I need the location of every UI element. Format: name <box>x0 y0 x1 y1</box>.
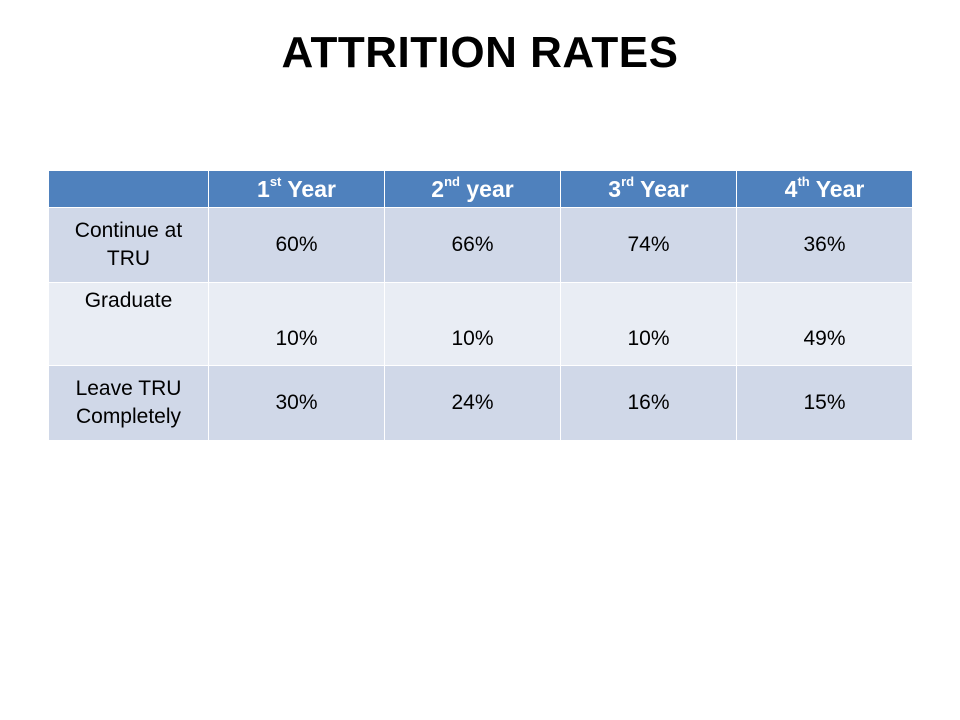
column-header-label: Year <box>281 175 336 202</box>
column-header-label: Year <box>809 175 865 202</box>
row-label-line: Completely <box>75 405 182 428</box>
table-cell: 10% <box>560 282 737 366</box>
table-cell: 24% <box>384 365 561 441</box>
row-label-line: Graduate <box>84 289 173 312</box>
column-header-label: Year <box>634 175 689 202</box>
row-label: Leave TRU Completely <box>48 365 209 441</box>
table-cell: 10% <box>208 282 385 366</box>
header-row: 1st Year 2nd year 3rd Year 4th Year <box>48 170 913 208</box>
row-label: Graduate <box>48 282 209 366</box>
table-cell: 15% <box>736 365 913 441</box>
table-cell: 10% <box>384 282 561 366</box>
column-header-year-4: 4th Year <box>736 170 913 208</box>
column-header-number: 1 <box>257 175 270 202</box>
table-cell: 74% <box>560 207 737 283</box>
attrition-table: 1st Year 2nd year 3rd Year 4th Year Cont… <box>48 170 913 441</box>
ordinal-suffix: nd <box>444 173 460 189</box>
column-header-year-3: 3rd Year <box>560 170 737 208</box>
table-cell: 30% <box>208 365 385 441</box>
table-row-leave: Leave TRU Completely 30% 24% 16% 15% <box>48 365 913 441</box>
table-cell: 36% <box>736 207 913 283</box>
ordinal-suffix: th <box>797 173 810 189</box>
table-cell: 60% <box>208 207 385 283</box>
table-cell: 16% <box>560 365 737 441</box>
column-header-number: 3 <box>608 175 622 202</box>
row-label-line: TRU <box>106 247 151 270</box>
table-row-continue: Continue at TRU 60% 66% 74% 36% <box>48 207 913 283</box>
corner-cell <box>48 170 209 208</box>
ordinal-suffix: st <box>269 173 282 189</box>
row-label-line: Continue at <box>74 219 183 242</box>
table-cell: 49% <box>736 282 913 366</box>
column-header-number: 4 <box>784 175 798 202</box>
slide-title: ATTRITION RATES <box>281 28 679 77</box>
column-header-number: 2 <box>431 175 445 202</box>
column-header-label: year <box>459 175 514 202</box>
row-label-line: Leave TRU <box>75 377 182 400</box>
column-header-year-1: 1st Year <box>208 170 385 208</box>
column-header-year-2: 2nd year <box>384 170 561 208</box>
row-label: Continue at TRU <box>48 207 209 283</box>
table-cell: 66% <box>384 207 561 283</box>
table-row-graduate: Graduate 10% 10% 10% 49% <box>48 282 913 366</box>
ordinal-suffix: rd <box>621 173 635 189</box>
